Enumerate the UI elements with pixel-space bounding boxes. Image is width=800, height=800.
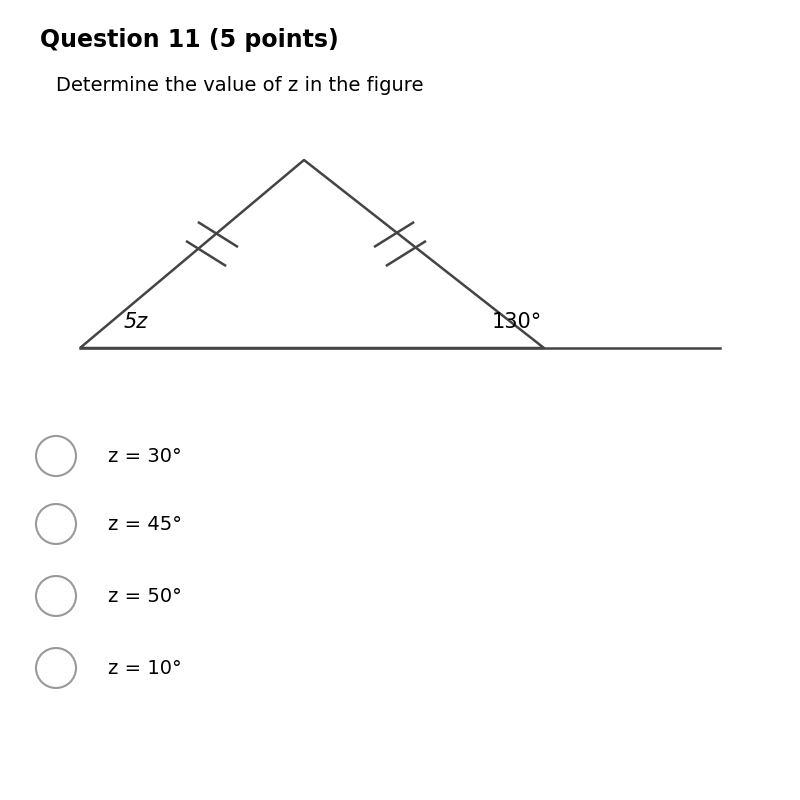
- Text: 130°: 130°: [492, 312, 542, 332]
- Text: z = 30°: z = 30°: [108, 446, 182, 466]
- Text: z = 45°: z = 45°: [108, 514, 182, 534]
- Text: z = 50°: z = 50°: [108, 586, 182, 606]
- Text: Question 11 (5 points): Question 11 (5 points): [40, 28, 338, 52]
- Text: z = 10°: z = 10°: [108, 658, 182, 678]
- Text: Determine the value of z in the figure: Determine the value of z in the figure: [56, 76, 423, 95]
- Text: 5z: 5z: [124, 312, 148, 332]
